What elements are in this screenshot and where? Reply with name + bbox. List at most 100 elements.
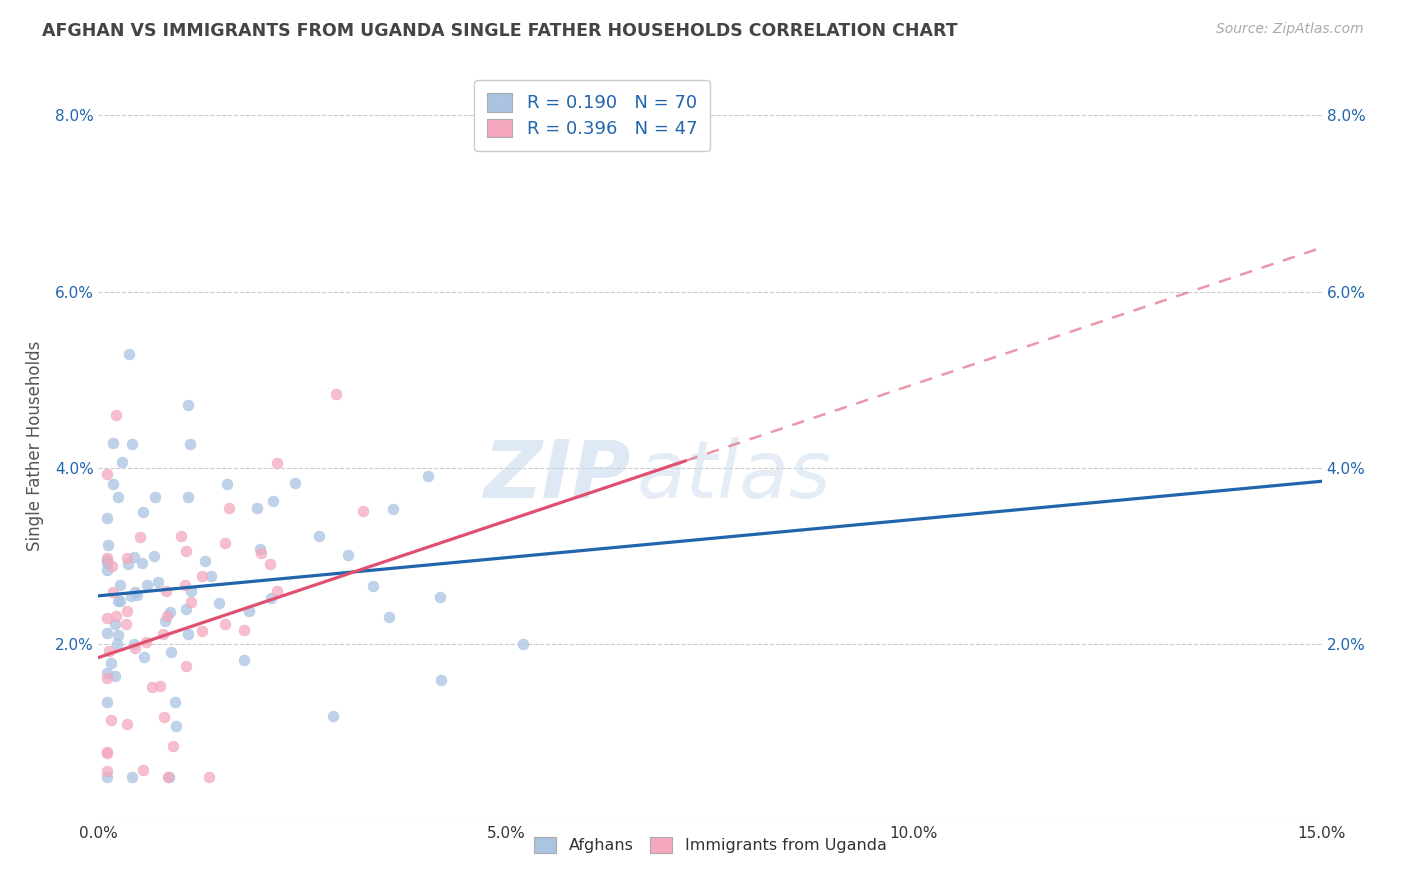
Point [156,609,179,624]
Point [115,550,138,565]
Point [96,556,118,570]
Point [115,717,138,731]
Point [308,529,330,543]
Point [149,679,172,693]
Point [152,627,174,641]
Point [163,695,186,709]
Point [96,770,118,784]
Point [118,347,141,361]
Point [96,626,118,640]
Point [121,436,143,450]
Point [217,476,239,491]
Point [170,529,193,543]
Point [249,541,271,556]
Point [218,501,240,516]
Point [233,653,256,667]
Point [155,583,177,598]
Point [336,549,359,563]
Point [111,455,134,469]
Point [260,591,283,606]
Point [262,493,284,508]
Point [96,467,118,482]
Point [180,583,202,598]
Point [125,588,148,602]
Point [141,680,163,694]
Point [174,544,197,558]
Point [153,710,176,724]
Point [128,530,150,544]
Point [142,549,165,563]
Point [250,546,273,560]
Point [104,617,127,632]
Point [198,770,221,784]
Point [378,610,401,624]
Point [157,770,180,784]
Point [114,617,136,632]
Text: atlas: atlas [637,437,831,515]
Point [132,505,155,519]
Point [96,553,118,567]
Point [160,644,183,658]
Point [131,556,153,570]
Point [155,615,177,629]
Point [214,617,236,632]
Point [100,713,122,727]
Point [159,605,181,619]
Point [121,770,143,784]
Point [177,490,200,504]
Point [418,469,440,483]
Point [122,637,145,651]
Point [512,637,534,651]
Point [107,628,129,642]
Point [110,578,132,592]
Text: ZIP: ZIP [484,437,630,515]
Point [124,585,146,599]
Point [162,739,184,753]
Point [325,387,347,401]
Point [430,673,453,687]
Point [259,557,281,571]
Point [179,437,201,451]
Point [103,476,125,491]
Point [382,501,405,516]
Point [96,550,118,565]
Point [104,668,127,682]
Point [146,574,169,589]
Point [107,490,129,504]
Point [96,511,118,525]
Point [100,656,122,670]
Point [361,579,384,593]
Point [173,578,195,592]
Legend: Afghans, Immigrants from Uganda: Afghans, Immigrants from Uganda [526,830,894,862]
Point [232,623,254,637]
Point [104,609,127,624]
Point [96,764,118,778]
Point [124,640,146,655]
Point [134,650,156,665]
Point [174,602,197,616]
Point [100,559,122,574]
Point [180,595,202,609]
Point [200,569,222,583]
Point [190,624,212,638]
Point [122,550,145,565]
Text: AFGHAN VS IMMIGRANTS FROM UGANDA SINGLE FATHER HOUSEHOLDS CORRELATION CHART: AFGHAN VS IMMIGRANTS FROM UGANDA SINGLE … [42,22,957,40]
Point [246,501,269,516]
Point [131,763,153,777]
Point [194,553,217,567]
Point [108,594,131,608]
Point [96,746,118,760]
Point [157,770,180,784]
Point [105,408,128,422]
Point [143,490,166,504]
Point [208,595,231,609]
Point [96,671,118,685]
Y-axis label: Single Father Households: Single Father Households [25,341,44,551]
Point [96,563,118,577]
Point [174,659,197,673]
Point [107,594,129,608]
Point [135,635,157,649]
Point [266,583,288,598]
Point [115,604,138,618]
Text: Source: ZipAtlas.com: Source: ZipAtlas.com [1216,22,1364,37]
